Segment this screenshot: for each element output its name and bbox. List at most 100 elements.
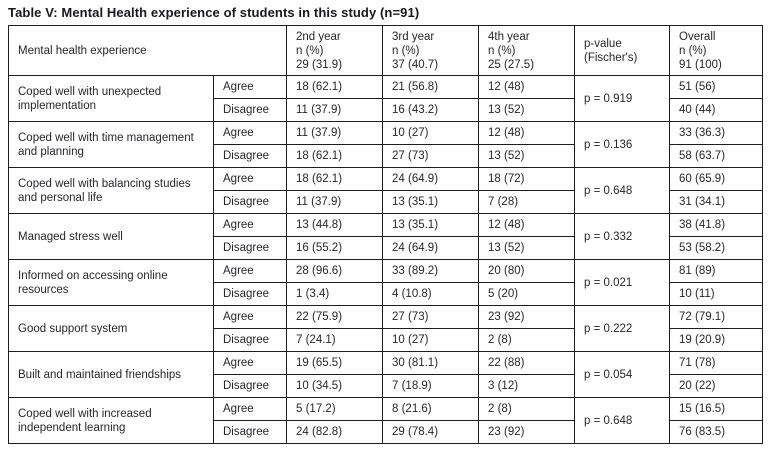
cell-4th-year-agree: 12 (48)	[478, 121, 575, 145]
cell-4th-year-agree: 20 (80)	[478, 259, 575, 283]
column-header: 2nd year n (%) 29 (31.9)	[286, 25, 383, 76]
cell-overall-agree: 71 (78)	[669, 351, 763, 375]
cell-2nd-year-agree: 13 (44.8)	[286, 213, 383, 237]
cell-4th-year-agree: 12 (48)	[478, 75, 575, 99]
cell-4th-year-agree: 2 (8)	[478, 397, 575, 421]
p-value: p = 0.919	[574, 75, 670, 122]
disagree-label: Disagree	[213, 328, 287, 352]
table-row-agree: Managed stress well Agree 13 (44.8) 13 (…	[8, 213, 763, 260]
cell-4th-year-disagree: 3 (12)	[478, 374, 575, 398]
column-header-sub: n (%)	[679, 44, 707, 57]
table-header: Mental health experience 2nd year n (%) …	[8, 25, 763, 76]
cell-3rd-year-disagree: 7 (18.9)	[382, 374, 479, 398]
disagree-label: Disagree	[213, 374, 287, 398]
cell-3rd-year-agree: 24 (64.9)	[382, 167, 479, 191]
table-row-agree: Built and maintained friendships Agree 1…	[8, 351, 763, 398]
agree-label: Agree	[213, 305, 287, 329]
cell-2nd-year-disagree: 18 (62.1)	[286, 144, 383, 168]
cell-2nd-year-disagree: 16 (55.2)	[286, 236, 383, 260]
disagree-label: Disagree	[213, 98, 287, 122]
cell-overall-agree: 60 (65.9)	[669, 167, 763, 191]
column-header: 4th year n (%) 25 (27.5)	[478, 25, 575, 76]
column-header-label: Overall	[679, 30, 716, 43]
cell-4th-year-disagree: 23 (92)	[478, 420, 575, 444]
mental-health-table: Mental health experience 2nd year n (%) …	[8, 25, 763, 444]
column-header-sub: n (%)	[392, 44, 420, 57]
cell-4th-year-disagree: 13 (52)	[478, 98, 575, 122]
table-title: Table V: Mental Health experience of stu…	[8, 5, 420, 20]
p-value: p = 0.021	[574, 259, 670, 306]
column-header-sub: n (%)	[488, 44, 516, 57]
cell-2nd-year-disagree: 11 (37.9)	[286, 190, 383, 214]
cell-4th-year-disagree: 7 (28)	[478, 190, 575, 214]
agree-label: Agree	[213, 121, 287, 145]
cell-4th-year-agree: 12 (48)	[478, 213, 575, 237]
cell-2nd-year-disagree: 11 (37.9)	[286, 98, 383, 122]
cell-overall-agree: 38 (41.8)	[669, 213, 763, 237]
experience-label: Coped well with time management and plan…	[8, 121, 214, 168]
column-header-sub: (Fischer's)	[584, 51, 638, 64]
table-row-agree: Coped well with unexpected implementatio…	[8, 75, 763, 122]
column-header: 3rd year n (%) 37 (40.7)	[382, 25, 479, 76]
table-row-disagree: Disagree 16 (55.2) 24 (64.9) 13 (52) 53 …	[9, 236, 763, 260]
experience-label: Coped well with unexpected implementatio…	[8, 75, 214, 122]
table-row-disagree: Disagree 11 (37.9) 16 (43.2) 13 (52) 40 …	[9, 98, 763, 122]
agree-label: Agree	[213, 397, 287, 421]
table-row-disagree: Disagree 18 (62.1) 27 (73) 13 (52) 58 (6…	[9, 144, 763, 168]
p-value: p = 0.648	[574, 397, 670, 444]
agree-label: Agree	[213, 75, 287, 99]
table-row-disagree: Disagree 1 (3.4) 4 (10.8) 5 (20) 10 (11)	[9, 282, 763, 306]
agree-label: Agree	[213, 167, 287, 191]
column-header-experience: Mental health experience	[8, 25, 287, 76]
cell-3rd-year-disagree: 16 (43.2)	[382, 98, 479, 122]
cell-4th-year-agree: 18 (72)	[478, 167, 575, 191]
column-header-label: 2nd year	[296, 30, 341, 43]
agree-label: Agree	[213, 213, 287, 237]
cell-2nd-year-agree: 5 (17.2)	[286, 397, 383, 421]
cell-3rd-year-disagree: 10 (27)	[382, 328, 479, 352]
cell-3rd-year-agree: 8 (21.6)	[382, 397, 479, 421]
cell-2nd-year-disagree: 24 (82.8)	[286, 420, 383, 444]
experience-label: Managed stress well	[8, 213, 214, 260]
p-value: p = 0.222	[574, 305, 670, 352]
cell-overall-agree: 33 (36.3)	[669, 121, 763, 145]
cell-2nd-year-disagree: 10 (34.5)	[286, 374, 383, 398]
cell-2nd-year-agree: 18 (62.1)	[286, 75, 383, 99]
cell-3rd-year-agree: 21 (56.8)	[382, 75, 479, 99]
table-row-disagree: Disagree 24 (82.8) 29 (78.4) 23 (92) 76 …	[9, 420, 763, 444]
column-header: Overall n (%) 91 (100)	[669, 25, 763, 76]
cell-4th-year-disagree: 5 (20)	[478, 282, 575, 306]
p-value: p = 0.648	[574, 167, 670, 214]
cell-3rd-year-disagree: 13 (35.1)	[382, 190, 479, 214]
column-header-count: 25 (27.5)	[488, 58, 535, 71]
p-value: p = 0.136	[574, 121, 670, 168]
disagree-label: Disagree	[213, 144, 287, 168]
disagree-label: Disagree	[213, 236, 287, 260]
cell-3rd-year-disagree: 4 (10.8)	[382, 282, 479, 306]
column-header-label: 4th year	[488, 30, 530, 43]
cell-overall-disagree: 19 (20.9)	[669, 328, 763, 352]
table-row-agree: Informed on accessing online resources A…	[8, 259, 763, 306]
cell-overall-disagree: 31 (34.1)	[669, 190, 763, 214]
cell-4th-year-agree: 22 (88)	[478, 351, 575, 375]
column-header-count: 37 (40.7)	[392, 58, 439, 71]
column-header: p-value (Fischer's)	[574, 25, 670, 76]
experience-label: Coped well with balancing studies and pe…	[8, 167, 214, 214]
cell-4th-year-agree: 23 (92)	[478, 305, 575, 329]
table-row-agree: Coped well with time management and plan…	[8, 121, 763, 168]
disagree-label: Disagree	[213, 190, 287, 214]
cell-3rd-year-agree: 33 (89.2)	[382, 259, 479, 283]
cell-3rd-year-disagree: 29 (78.4)	[382, 420, 479, 444]
cell-4th-year-disagree: 2 (8)	[478, 328, 575, 352]
cell-overall-agree: 81 (89)	[669, 259, 763, 283]
cell-overall-agree: 15 (16.5)	[669, 397, 763, 421]
cell-3rd-year-agree: 30 (81.1)	[382, 351, 479, 375]
agree-label: Agree	[213, 259, 287, 283]
cell-overall-disagree: 58 (63.7)	[669, 144, 763, 168]
cell-overall-disagree: 40 (44)	[669, 98, 763, 122]
cell-4th-year-disagree: 13 (52)	[478, 144, 575, 168]
cell-3rd-year-disagree: 27 (73)	[382, 144, 479, 168]
cell-overall-disagree: 20 (22)	[669, 374, 763, 398]
experience-label: Informed on accessing online resources	[8, 259, 214, 306]
experience-label: Coped well with increased independent le…	[8, 397, 214, 444]
